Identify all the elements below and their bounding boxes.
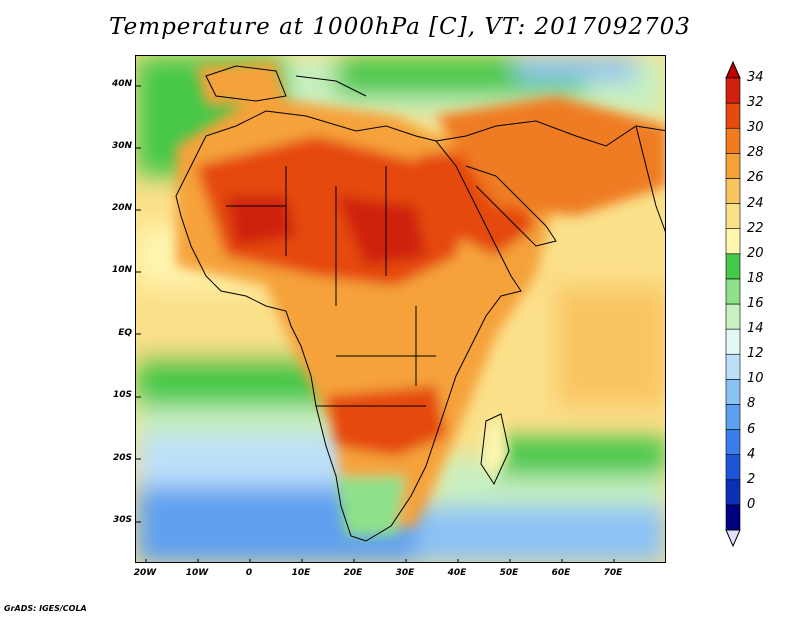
lon-label-20w: 20W	[133, 568, 157, 578]
colorbar-segment	[725, 77, 741, 104]
colorbar-tick-label: 28	[747, 145, 764, 161]
lon-label-0: 0	[245, 568, 253, 578]
colorbar-tick-label: 22	[747, 220, 764, 236]
lat-label-20n: 20N	[111, 203, 132, 213]
colorbar-tick-label: 8	[747, 396, 756, 412]
colorbar-tick-label: 6	[747, 421, 756, 437]
footer-credit: GrADS: IGES/COLA	[4, 604, 87, 613]
colorbar-segment	[725, 429, 741, 455]
lon-label-60e: 60E	[551, 568, 571, 578]
colorbar-tick-label: 10	[747, 371, 764, 387]
lat-label-10n: 10N	[111, 265, 132, 275]
colorbar-tick-label: 32	[747, 95, 764, 111]
colorbar-segment	[725, 303, 741, 330]
colorbar	[725, 60, 741, 548]
lon-label-70e: 70E	[603, 568, 623, 578]
lon-label-10e: 10E	[291, 568, 311, 578]
lon-label-50e: 50E	[499, 568, 519, 578]
colorbar-segment	[725, 153, 741, 179]
colorbar-segment	[725, 404, 741, 430]
lat-label-30s: 30S	[112, 515, 132, 525]
coastlines	[175, 65, 665, 542]
lon-label-40e: 40E	[447, 568, 467, 578]
colorbar-arrow-bottom	[725, 529, 741, 548]
colorbar-segment	[725, 353, 741, 380]
map-panel	[135, 55, 666, 563]
colorbar-tick-label: 26	[747, 170, 764, 186]
lon-label-30e: 30E	[395, 568, 415, 578]
colorbar-segment	[725, 278, 741, 305]
colorbar-tick-label: 4	[747, 446, 756, 462]
colorbar-tick-label: 2	[747, 471, 756, 487]
map-title: Temperature at 1000hPa [C], VT: 20170927…	[109, 14, 691, 40]
colorbar-tick-label: 12	[747, 346, 764, 362]
colorbar-segment	[725, 203, 741, 229]
colorbar-segment	[725, 379, 741, 405]
lon-label-10w: 10W	[185, 568, 209, 578]
colorbar-segment	[725, 479, 741, 506]
colorbar-segment	[725, 253, 741, 280]
colorbar-segment	[725, 178, 741, 204]
colorbar-segment	[725, 454, 741, 481]
colorbar-tick-label: 34	[747, 70, 764, 85]
colorbar-tick-label: 14	[747, 321, 764, 337]
colorbar-segment	[725, 504, 741, 531]
colorbar-tick-label: 18	[747, 270, 764, 286]
colorbar-segment	[725, 328, 741, 355]
colorbar-segment	[725, 102, 741, 129]
lat-label-10s: 10S	[112, 390, 132, 400]
lon-label-20e: 20E	[343, 568, 363, 578]
colorbar-arrow-top	[725, 60, 741, 79]
colorbar-segment	[725, 127, 741, 154]
frame-ticks	[136, 85, 615, 562]
colorbar-tick-label: 30	[747, 120, 764, 136]
lat-label-eq: EQ	[118, 328, 132, 338]
lat-label-40n: 40N	[111, 79, 132, 89]
colorbar-tick-label: 20	[747, 245, 764, 261]
temperature-map	[136, 56, 665, 562]
colorbar-segment	[725, 228, 741, 255]
lat-label-30n: 30N	[111, 141, 132, 151]
lat-label-20s: 20S	[112, 453, 132, 463]
colorbar-tick-label: 24	[747, 195, 764, 211]
colorbar-tick-label: 16	[747, 296, 764, 311]
colorbar-tick-label: 0	[747, 496, 756, 512]
